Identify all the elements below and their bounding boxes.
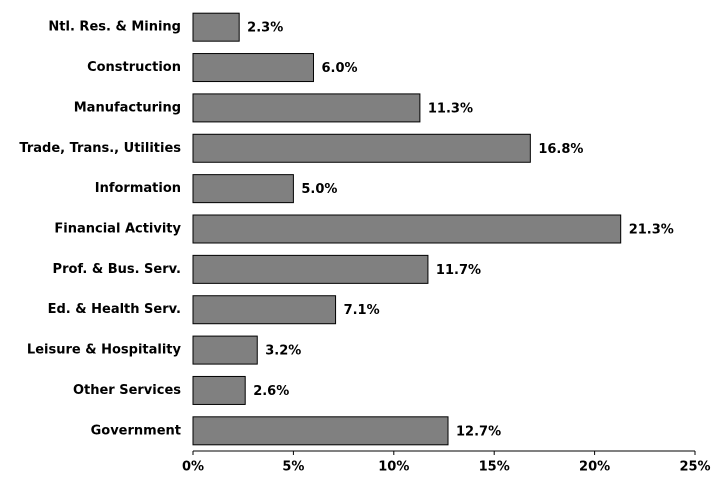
data-label: 21.3%	[629, 223, 674, 238]
data-label: 16.8%	[538, 142, 583, 157]
bar	[192, 416, 449, 446]
data-label: 6.0%	[321, 61, 357, 76]
y-tick-label: Manufacturing	[74, 100, 181, 115]
bar	[192, 93, 421, 123]
y-tick-label: Trade, Trans., Utilities	[19, 141, 181, 156]
x-tick-label: 25%	[679, 460, 710, 475]
bar	[192, 254, 429, 284]
data-label: 11.7%	[436, 263, 481, 278]
x-tick-label: 5%	[282, 460, 304, 475]
data-label: 12.7%	[456, 424, 501, 439]
bar	[192, 133, 531, 163]
bar	[192, 295, 337, 325]
x-tick-label: 15%	[479, 460, 510, 475]
data-label: 3.2%	[265, 344, 301, 359]
y-tick-label: Construction	[87, 60, 181, 75]
y-tick-label: Information	[95, 181, 181, 196]
bar	[192, 12, 240, 42]
bar	[192, 214, 622, 244]
data-label: 2.6%	[253, 384, 289, 399]
data-label: 11.3%	[428, 101, 473, 116]
x-tick-label: 20%	[579, 460, 610, 475]
y-tick-label: Ed. & Health Serv.	[48, 302, 181, 317]
bar	[192, 174, 294, 204]
bar	[192, 335, 258, 365]
y-tick-label: Ntl. Res. & Mining	[48, 20, 181, 35]
bar	[192, 375, 246, 405]
data-label: 5.0%	[301, 182, 337, 197]
y-tick-label: Leisure & Hospitality	[27, 343, 182, 358]
data-label: 7.1%	[344, 303, 380, 318]
y-tick-label: Government	[91, 423, 181, 438]
bar	[192, 53, 314, 83]
y-tick-label: Prof. & Bus. Serv.	[53, 262, 181, 277]
x-tick-label: 10%	[378, 460, 409, 475]
y-tick-label: Other Services	[73, 383, 181, 398]
y-tick-label: Financial Activity	[54, 222, 181, 237]
x-tick-label: 0%	[182, 460, 204, 475]
data-label: 2.3%	[247, 21, 283, 36]
